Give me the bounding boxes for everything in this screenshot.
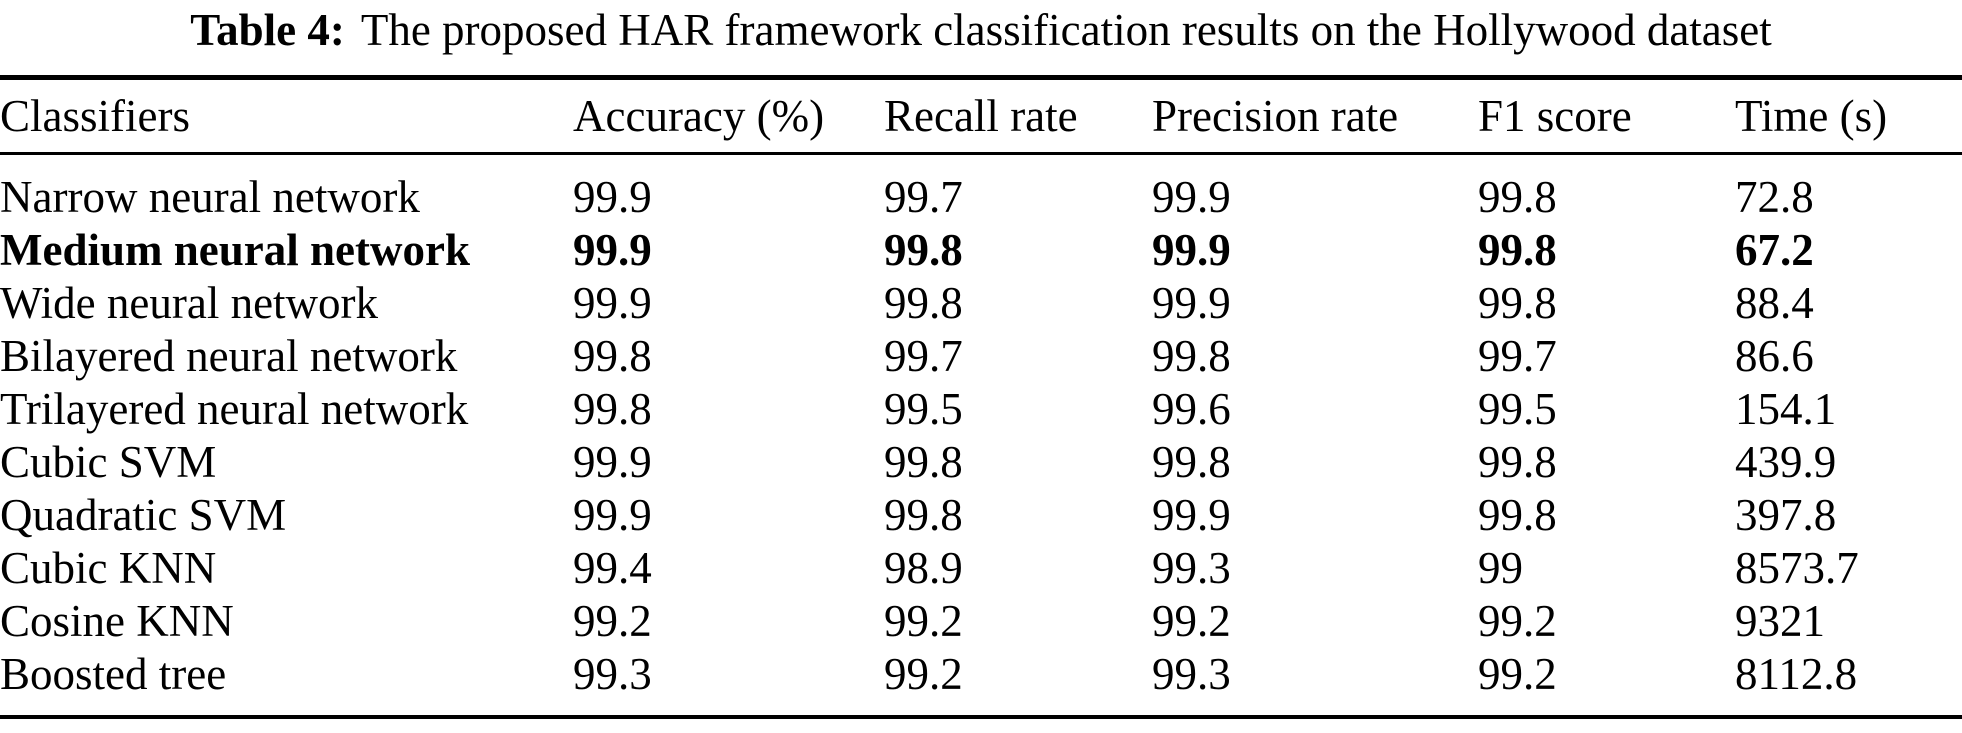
cell-recall: 99.7 bbox=[884, 172, 963, 222]
cell-recall: 99.5 bbox=[884, 384, 963, 434]
cell-recall: 99.8 bbox=[884, 437, 963, 487]
cell-time: 8112.8 bbox=[1735, 649, 1858, 699]
cell-accuracy: 99.2 bbox=[573, 596, 652, 646]
header-precision-rate: Precision rate bbox=[1152, 77, 1478, 155]
cell-accuracy: 99.4 bbox=[573, 543, 652, 593]
cell-f1: 99.8 bbox=[1478, 490, 1557, 540]
cell-recall: 99.2 bbox=[884, 596, 963, 646]
cell-recall: 99.2 bbox=[884, 649, 963, 699]
header-f1-score: F1 score bbox=[1478, 77, 1735, 155]
table-row: Narrow neural network 99.9 99.7 99.9 99.8 72.… bbox=[0, 154, 1962, 225]
table-body: Narrow neural network 99.9 99.7 99.9 99.8 72.… bbox=[0, 154, 1962, 718]
cell-accuracy: 99.9 bbox=[573, 172, 652, 222]
table-row: Wide neural network 99.9 99.8 99.9 99.8 88.4 bbox=[0, 277, 1962, 330]
cell-recall: 99.8 bbox=[884, 225, 963, 275]
cell-f1: 99.2 bbox=[1478, 649, 1557, 699]
cell-accuracy: 99.8 bbox=[573, 384, 652, 434]
cell-precision: 99.2 bbox=[1152, 596, 1231, 646]
cell-precision: 99.9 bbox=[1152, 225, 1231, 275]
header-time: Time (s) bbox=[1735, 77, 1962, 155]
cell-precision: 99.8 bbox=[1152, 437, 1231, 487]
cell-precision: 99.8 bbox=[1152, 331, 1231, 381]
cell-precision: 99.9 bbox=[1152, 278, 1231, 328]
cell-accuracy: 99.9 bbox=[573, 278, 652, 328]
cell-time: 439.9 bbox=[1735, 437, 1837, 487]
cell-time: 86.6 bbox=[1735, 331, 1814, 381]
cell-time: 72.8 bbox=[1735, 172, 1814, 222]
cell-time: 154.1 bbox=[1735, 384, 1837, 434]
cell-time: 67.2 bbox=[1735, 225, 1814, 275]
header-recall-rate: Recall rate bbox=[884, 77, 1152, 155]
header-classifiers: Classifiers bbox=[0, 77, 573, 155]
cell-f1: 99.5 bbox=[1478, 384, 1557, 434]
header-row: Classifiers Accuracy (%) Recall rate Pre… bbox=[0, 77, 1962, 155]
cell-classifier: Cubic KNN bbox=[0, 543, 217, 593]
cell-classifier: Cosine KNN bbox=[0, 596, 234, 646]
table-row: Quadratic SVM 99.9 99.8 99.9 99.8 397.8 bbox=[0, 489, 1962, 542]
paper-table-figure: Table 4: The proposed HAR framework class… bbox=[0, 4, 1962, 733]
cell-f1: 99.8 bbox=[1478, 225, 1557, 275]
cell-precision: 99.9 bbox=[1152, 490, 1231, 540]
cell-f1: 99.8 bbox=[1478, 278, 1557, 328]
cell-f1: 99.8 bbox=[1478, 437, 1557, 487]
table-row: Cosine KNN 99.2 99.2 99.2 99.2 9321 bbox=[0, 595, 1962, 648]
cell-time: 8573.7 bbox=[1735, 543, 1859, 593]
cell-precision: 99.3 bbox=[1152, 543, 1231, 593]
cell-precision: 99.9 bbox=[1152, 172, 1231, 222]
cell-classifier: Wide neural network bbox=[0, 278, 379, 328]
cell-f1: 99.7 bbox=[1478, 331, 1557, 381]
cell-classifier: Boosted tree bbox=[0, 649, 227, 699]
cell-accuracy: 99.3 bbox=[573, 649, 652, 699]
cell-recall: 99.7 bbox=[884, 331, 963, 381]
cell-accuracy: 99.9 bbox=[573, 437, 652, 487]
cell-precision: 99.3 bbox=[1152, 649, 1231, 699]
table-caption-label: Table 4: bbox=[190, 5, 345, 55]
cell-f1: 99 bbox=[1478, 543, 1523, 593]
table-row: Trilayered neural network 99.8 99.5 99.6 99.… bbox=[0, 383, 1962, 436]
cell-classifier: Bilayered neural network bbox=[0, 331, 458, 381]
cell-recall: 98.9 bbox=[884, 543, 963, 593]
cell-accuracy: 99.9 bbox=[573, 225, 652, 275]
cell-time: 397.8 bbox=[1735, 490, 1837, 540]
table-row: Cubic KNN 99.4 98.9 99.3 99 8573.7 bbox=[0, 542, 1962, 595]
cell-classifier: Cubic SVM bbox=[0, 437, 217, 487]
cell-classifier: Quadratic SVM bbox=[0, 490, 287, 540]
table-row: Bilayered neural network 99.8 99.7 99.8 99.7… bbox=[0, 330, 1962, 383]
cell-classifier: Medium neural network bbox=[0, 225, 470, 275]
cell-recall: 99.8 bbox=[884, 490, 963, 540]
cell-accuracy: 99.9 bbox=[573, 490, 652, 540]
table-header: Classifiers Accuracy (%) Recall rate Pre… bbox=[0, 77, 1962, 155]
table-row: Medium neural network 99.9 99.8 99.9 99.8 67.… bbox=[0, 224, 1962, 277]
cell-f1: 99.2 bbox=[1478, 596, 1557, 646]
cell-classifier: Trilayered neural network bbox=[0, 384, 469, 434]
table-row: Boosted tree 99.3 99.2 99.3 99.2 8112.8 bbox=[0, 648, 1962, 717]
cell-precision: 99.6 bbox=[1152, 384, 1231, 434]
cell-time: 88.4 bbox=[1735, 278, 1814, 328]
cell-classifier: Narrow neural network bbox=[0, 172, 420, 222]
cell-accuracy: 99.8 bbox=[573, 331, 652, 381]
cell-f1: 99.8 bbox=[1478, 172, 1557, 222]
header-accuracy: Accuracy (%) bbox=[573, 77, 884, 155]
table-caption-text: The proposed HAR framework classificatio… bbox=[360, 5, 1772, 55]
table-caption: Table 4: The proposed HAR framework class… bbox=[0, 4, 1962, 56]
table-row: Cubic SVM 99.9 99.8 99.8 99.8 439.9 bbox=[0, 436, 1962, 489]
cell-time: 9321 bbox=[1735, 596, 1825, 646]
results-table: Classifiers Accuracy (%) Recall rate Pre… bbox=[0, 75, 1962, 719]
cell-recall: 99.8 bbox=[884, 278, 963, 328]
